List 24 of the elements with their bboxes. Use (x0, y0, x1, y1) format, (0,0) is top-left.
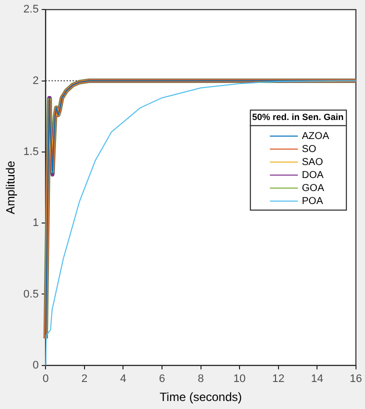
y-axis-title: Amplitude (4, 160, 18, 214)
y-tick-label: 0.5 (23, 288, 39, 300)
legend-label: POA (302, 196, 324, 207)
x-tick-label: 16 (350, 373, 362, 386)
x-tick-label: 4 (120, 373, 126, 386)
x-tick-label: 12 (272, 373, 284, 386)
y-tick-label: 2.5 (23, 4, 39, 16)
x-tick-label: 10 (233, 373, 246, 386)
x-tick-label: 8 (198, 373, 204, 386)
y-tick-label: 0 (32, 359, 39, 372)
x-tick-label: 0 (42, 373, 49, 386)
legend-label: GOA (302, 182, 324, 194)
x-tick-label: 2 (81, 373, 88, 386)
legend-label: DOA (302, 170, 324, 181)
y-tick-label: 1 (32, 217, 39, 230)
x-axis-title: Time (seconds) (160, 390, 242, 404)
legend-label: SO (302, 144, 317, 155)
x-tick-label: 14 (310, 373, 324, 386)
y-tick-label: 1.5 (23, 146, 39, 158)
legend-title: 50% red. in Sen. Gain (252, 112, 344, 122)
x-tick-label: 6 (158, 373, 166, 386)
y-tick-label: 2 (32, 74, 39, 87)
legend-label: SAO (302, 156, 324, 168)
legend-label: AZOA (302, 130, 330, 142)
